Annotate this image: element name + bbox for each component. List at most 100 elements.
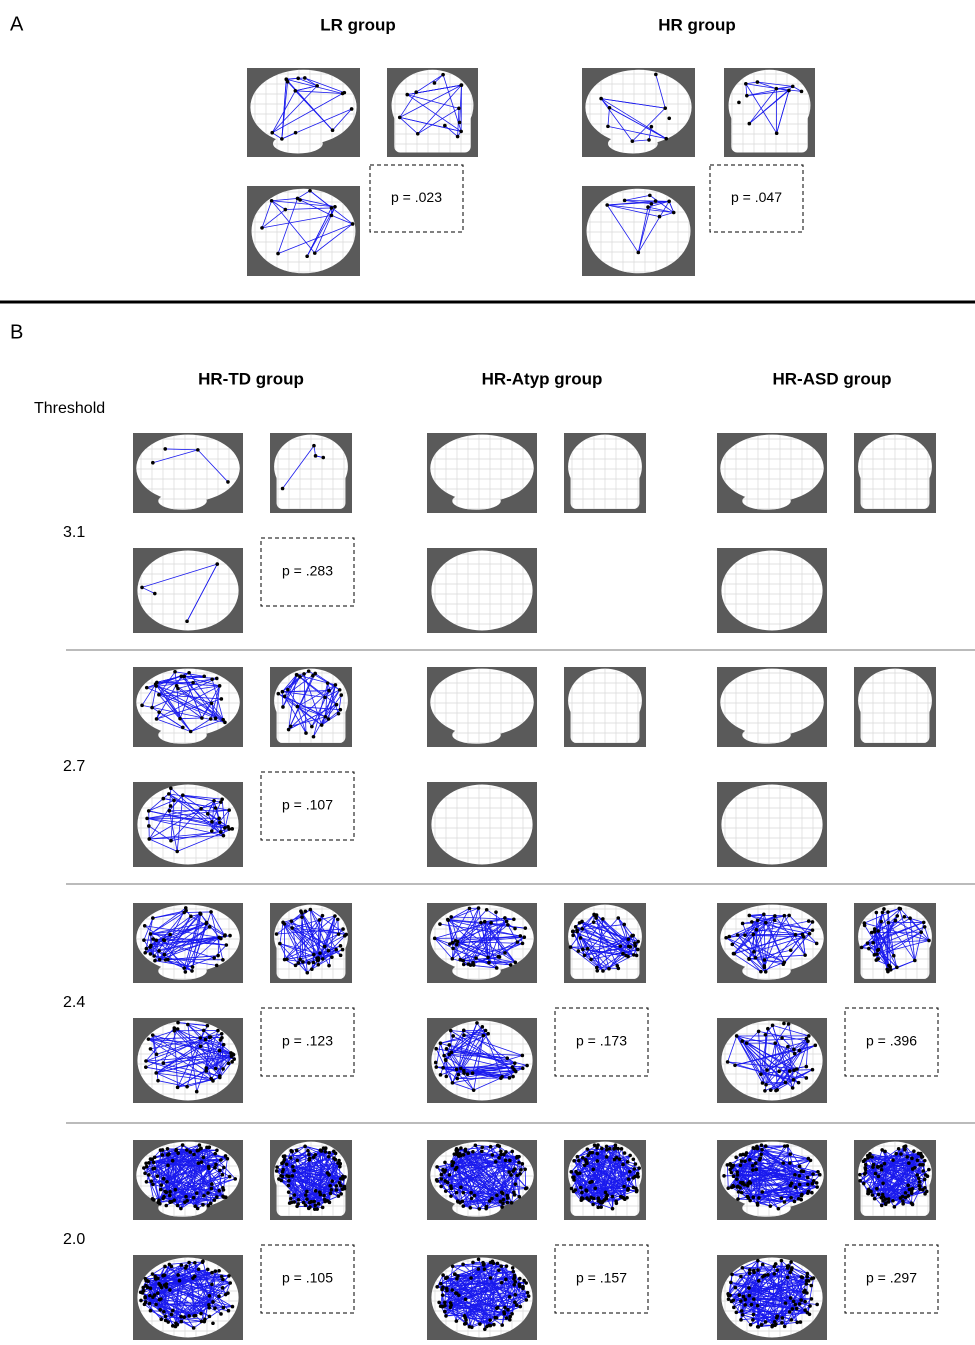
node [145,1278,150,1283]
node [923,1186,927,1190]
node [907,1161,911,1165]
edge [436,1048,515,1064]
edge [586,1161,639,1178]
node [327,688,331,693]
node [618,944,623,948]
node [188,729,193,734]
p-box [844,1007,939,1077]
node [517,1160,521,1165]
edge [573,1148,588,1162]
edge [456,1146,491,1151]
node [862,921,867,925]
node [175,849,180,854]
edge [169,794,184,812]
node [789,1267,794,1272]
node [218,830,223,834]
node [319,723,324,727]
node [573,925,578,929]
brain-outline [721,550,823,631]
node [307,1156,312,1161]
node [197,1143,202,1147]
node [743,933,747,937]
node [649,202,654,206]
edge [154,1276,157,1305]
node [810,920,815,924]
edge [790,1261,814,1279]
node [174,1148,178,1153]
edge [755,915,790,958]
node [628,1153,632,1158]
edge [460,959,511,966]
node [154,938,159,943]
edge [600,98,667,139]
node [487,960,491,965]
edge [282,916,303,923]
edge [271,198,298,202]
node [320,913,325,918]
node [581,1196,585,1201]
brain-view [717,667,827,747]
brain-view [133,433,243,513]
node [581,947,585,952]
edge [186,563,218,622]
node [196,1161,201,1165]
node [329,213,334,218]
node [610,1206,615,1211]
edge [484,921,489,958]
node [158,1148,163,1152]
brain-view [427,1140,537,1220]
edge [444,1154,455,1182]
edge [607,204,660,217]
node [139,1298,143,1303]
node [891,953,896,958]
node [196,1267,201,1272]
brain-view [427,1018,537,1103]
edge [790,934,803,951]
node [469,1190,473,1195]
edge [457,941,500,958]
node [605,203,609,207]
node [880,1192,885,1197]
node [510,1149,515,1154]
edge [317,949,337,966]
node [762,965,767,970]
node [760,1147,764,1152]
node [161,1176,166,1181]
node [190,965,195,969]
edge [223,1158,228,1190]
edge [573,1160,593,1182]
node [471,1088,476,1092]
node [797,1164,802,1169]
node [311,960,316,965]
node [484,1204,489,1209]
node [749,1302,754,1307]
node [296,1198,301,1202]
edge [457,1198,472,1202]
node [215,562,220,566]
node [152,1293,157,1297]
node [465,1072,470,1077]
node [604,1155,609,1159]
edge [632,107,666,142]
node [805,1175,810,1180]
edge [434,938,454,949]
node [730,942,735,947]
edge [726,1164,729,1189]
node [165,1146,170,1151]
brain-view [133,903,243,983]
node [166,1163,170,1168]
edge [649,195,674,213]
node [895,965,899,970]
node [571,933,575,938]
node [448,1301,453,1305]
edge [764,1275,810,1315]
node [903,1195,908,1200]
node [184,908,188,913]
node [787,1310,792,1314]
node [466,1151,471,1155]
edge [731,920,758,945]
node [910,1156,914,1161]
node [805,1271,810,1276]
brain-view [133,1255,243,1340]
node [765,1068,769,1072]
